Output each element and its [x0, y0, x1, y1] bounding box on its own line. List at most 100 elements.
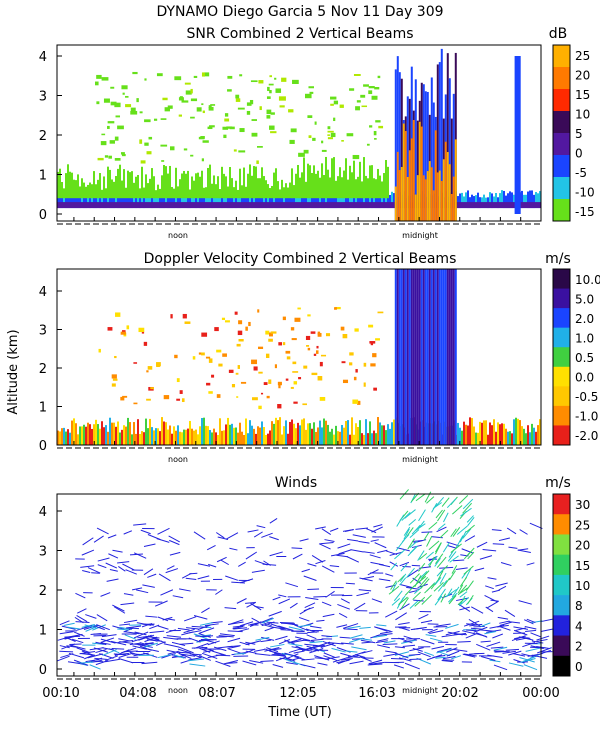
snr-echo — [308, 135, 312, 139]
wind-barb-event — [442, 542, 450, 553]
wind-barb — [530, 645, 544, 650]
doppler-event-column — [438, 269, 441, 445]
snr-low-return — [285, 190, 287, 209]
snr-bl-return — [81, 178, 83, 199]
wind-barb — [136, 622, 152, 626]
wind-barb — [492, 543, 505, 545]
doppler-low-column — [387, 424, 389, 445]
wind-barb — [521, 653, 534, 658]
snr-bl-return — [275, 168, 277, 199]
wind-barb-event — [457, 597, 466, 606]
snr-echo — [97, 157, 104, 161]
doppler-echo — [363, 382, 366, 387]
wind-barb — [123, 530, 133, 535]
doppler-low-column — [255, 433, 257, 445]
snr-low-core — [369, 202, 371, 209]
wind-barb — [145, 615, 158, 618]
wind-barb — [140, 634, 155, 641]
snr-low-return — [135, 190, 137, 209]
snr-low-return — [67, 190, 69, 209]
snr-echo — [204, 72, 210, 77]
doppler-low-column — [289, 421, 291, 445]
snr-echo — [109, 140, 115, 144]
snr-low-core — [177, 202, 179, 209]
doppler-low-column — [369, 421, 371, 445]
snr-low-return — [499, 193, 501, 209]
wind-barb — [261, 617, 273, 623]
snr-low-core — [473, 202, 475, 209]
doppler-low-column — [201, 418, 203, 445]
snr-bl-return — [261, 167, 263, 199]
doppler-echo — [150, 387, 154, 390]
doppler-echo — [278, 342, 282, 346]
snr-low-return — [111, 193, 113, 209]
snr-plot-frame — [56, 44, 542, 222]
snr-low-return — [109, 196, 111, 209]
snr-low-core — [305, 202, 307, 209]
wind-barb — [485, 606, 494, 613]
wind-barb — [359, 577, 373, 582]
doppler-echo — [352, 399, 359, 404]
snr-bl-return — [241, 185, 243, 199]
snr-event-core — [434, 130, 437, 221]
snr-echo — [179, 96, 183, 100]
wind-barb — [307, 563, 317, 567]
wind-barb — [264, 647, 280, 652]
snr-low-core — [391, 202, 393, 209]
snr-low-return — [465, 192, 467, 209]
doppler-echo — [181, 398, 185, 403]
snr-echo — [327, 134, 331, 136]
wind-barb — [228, 645, 240, 649]
snr-echo — [352, 154, 360, 160]
wind-barb-event — [409, 600, 419, 609]
wind-barb — [70, 644, 86, 650]
snr-echo — [269, 125, 275, 130]
snr-echo — [103, 98, 110, 103]
snr-event-core — [426, 171, 429, 221]
time-tick-label: 16:03 — [358, 686, 395, 701]
doppler-echo — [315, 350, 319, 354]
doppler-echo — [111, 374, 117, 379]
doppler-low-column — [499, 424, 501, 445]
snr-bl-return — [229, 167, 231, 199]
snr-echo — [269, 75, 273, 78]
wind-barb — [389, 561, 399, 567]
wind-barb — [112, 625, 125, 630]
wind-barb — [169, 551, 181, 556]
snr-low-return — [511, 192, 513, 209]
doppler-echo — [375, 338, 380, 341]
snr-low-return — [491, 193, 493, 209]
snr-low-return — [59, 193, 61, 209]
wind-barb — [112, 549, 123, 553]
doppler-echo — [292, 361, 297, 365]
snr-bl-return — [183, 170, 185, 199]
snr-low-return — [63, 195, 65, 209]
snr-low-core — [139, 202, 141, 209]
snr-bl-return — [277, 181, 279, 199]
doppler-low-column — [383, 425, 385, 445]
doppler-low-column — [247, 433, 249, 445]
doppler-event-column — [416, 269, 419, 445]
snr-low-core — [315, 202, 317, 209]
snr-low-core — [217, 202, 219, 209]
wind-barb — [476, 541, 488, 548]
snr-low-core — [343, 202, 345, 209]
snr-low-return — [361, 195, 363, 209]
wind-barb — [100, 642, 111, 645]
wind-barb — [524, 625, 537, 630]
doppler-low-column — [357, 426, 359, 445]
snr-bl-return — [297, 164, 299, 199]
wind-barb — [251, 617, 262, 624]
snr-low-return — [73, 191, 75, 209]
wind-barb — [518, 600, 532, 605]
snr-low-return — [81, 191, 83, 209]
snr-bl-return — [355, 179, 357, 199]
wind-barb — [123, 650, 138, 653]
snr-bl-return — [133, 182, 135, 199]
doppler-event-column — [424, 269, 427, 445]
doppler-low-column — [177, 425, 179, 445]
doppler-low-column — [253, 428, 255, 445]
wind-barb — [368, 659, 383, 665]
colorbar-segment — [553, 386, 570, 407]
doppler-echo — [340, 326, 345, 331]
